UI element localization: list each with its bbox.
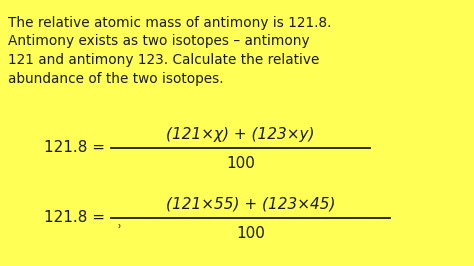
- Text: abundance of the two isotopes.: abundance of the two isotopes.: [8, 72, 224, 85]
- Text: (121×χ) + (123×y): (121×χ) + (123×y): [166, 127, 315, 142]
- Text: 121.8 =: 121.8 =: [44, 210, 105, 226]
- Text: 121 and antimony 123. Calculate the relative: 121 and antimony 123. Calculate the rela…: [8, 53, 319, 67]
- Text: The relative atomic mass of antimony is 121.8.: The relative atomic mass of antimony is …: [8, 16, 331, 30]
- Text: ʾ: ʾ: [117, 224, 121, 237]
- Text: (121×55) + (123×45): (121×55) + (123×45): [166, 197, 335, 211]
- Text: 100: 100: [226, 156, 255, 172]
- Text: 121.8 =: 121.8 =: [44, 140, 105, 156]
- Text: 100: 100: [236, 227, 265, 242]
- Text: Antimony exists as two isotopes – antimony: Antimony exists as two isotopes – antimo…: [8, 35, 310, 48]
